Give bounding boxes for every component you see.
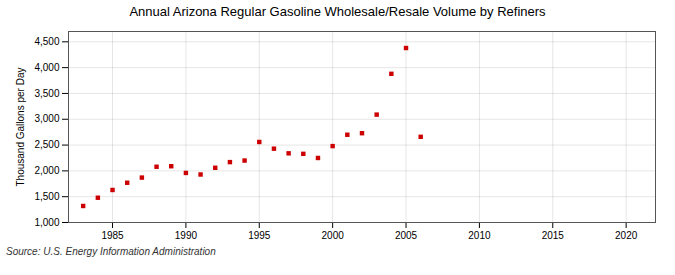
svg-text:2005: 2005 <box>395 230 418 241</box>
svg-text:1985: 1985 <box>101 230 124 241</box>
svg-text:1,500: 1,500 <box>34 191 59 202</box>
html-text:Annual Arizona Regular Gasolin: Annual Arizona Regular Gasoline Wholesal… <box>129 4 546 19</box>
html-text:Source: U.S. Energy Informatio: Source: U.S. Energy Information Administ… <box>6 246 216 257</box>
svg-text:2000: 2000 <box>322 230 345 241</box>
svg-text:3,500: 3,500 <box>34 88 59 99</box>
svg-text:2015: 2015 <box>542 230 565 241</box>
svg-text:4,500: 4,500 <box>34 36 59 47</box>
svg-text:1,000: 1,000 <box>34 217 59 228</box>
svg-text:2,000: 2,000 <box>34 165 59 176</box>
svg-text:2020: 2020 <box>615 230 638 241</box>
svg-text:1990: 1990 <box>175 230 198 241</box>
svg-text:3,000: 3,000 <box>34 113 59 124</box>
svg-text:2010: 2010 <box>468 230 491 241</box>
svg-text:Thousand Gallons per Day: Thousand Gallons per Day <box>15 68 26 187</box>
svg-text:1995: 1995 <box>248 230 271 241</box>
svg-text:4,000: 4,000 <box>34 62 59 73</box>
svg-text:2,500: 2,500 <box>34 139 59 150</box>
